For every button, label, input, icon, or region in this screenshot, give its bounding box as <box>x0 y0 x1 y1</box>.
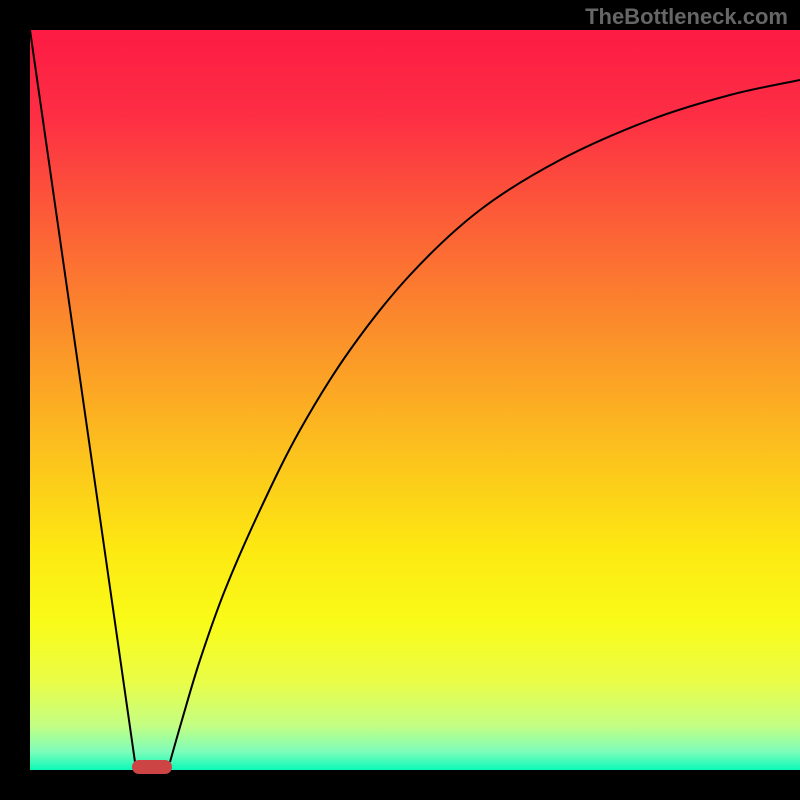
watermark-text: TheBottleneck.com <box>585 4 788 30</box>
bottleneck-chart <box>0 0 800 800</box>
chart-container: { "watermark": { "text": "TheBottleneck.… <box>0 0 800 800</box>
bottleneck-marker <box>132 760 172 774</box>
plot-background <box>30 30 800 770</box>
